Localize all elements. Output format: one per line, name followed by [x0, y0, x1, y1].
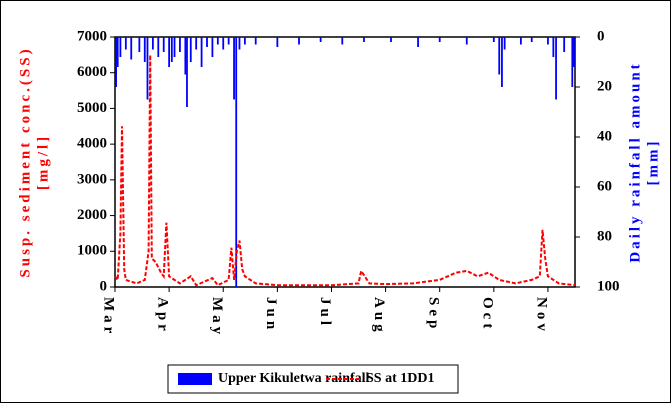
rain-bar	[530, 37, 533, 42]
rain-bar	[501, 37, 503, 87]
rain-bar	[151, 37, 154, 50]
rain-bar	[547, 37, 549, 45]
rain-bar	[492, 37, 495, 42]
x-tick-label: Aug	[371, 297, 387, 336]
x-tick-label: Sep	[425, 297, 441, 332]
rain-bar	[168, 37, 171, 67]
y-axis-unit: [mg/l]	[35, 134, 51, 190]
y-tick-label: 1000	[77, 243, 107, 259]
rain-bar	[341, 37, 344, 45]
rain-bar	[298, 37, 300, 45]
plot-area	[114, 36, 576, 288]
rain-bar	[571, 37, 574, 87]
rain-bar	[116, 37, 119, 67]
rain-bar	[143, 37, 146, 62]
x-tick-label: Oct	[479, 297, 495, 332]
y2-tick-label: 100	[597, 278, 620, 294]
x-tick-label: Jul	[317, 297, 333, 329]
rain-bar	[498, 37, 501, 75]
rain-bar	[211, 37, 214, 57]
y2-tick-label: 60	[597, 178, 612, 194]
x-tick-label: Apr	[155, 297, 171, 335]
ss-line	[114, 54, 576, 287]
rain-bar	[173, 37, 176, 57]
rain-bar	[276, 37, 279, 47]
y2-axis-unit: [mm]	[645, 139, 661, 186]
rain-bar	[170, 37, 173, 62]
rain-bar	[130, 37, 133, 60]
y2-tick-label: 80	[597, 228, 612, 244]
rain-bar	[573, 37, 575, 67]
y2-tick-label: 40	[597, 128, 612, 144]
rain-bar	[243, 37, 246, 45]
y-tick-label: 0	[100, 278, 108, 294]
rain-bar	[157, 37, 160, 57]
y-tick-label: 7000	[77, 28, 107, 44]
rain-bar	[552, 37, 555, 57]
y2-tick-label: 0	[597, 28, 605, 44]
rain-bar	[184, 37, 187, 75]
y-tick-label: 3000	[77, 171, 107, 187]
y-tick-label: 4000	[77, 136, 107, 152]
rain-bar	[195, 37, 198, 50]
rain-bar	[438, 37, 441, 42]
y-tick-label: 2000	[77, 207, 107, 223]
rain-bar	[503, 37, 506, 50]
rain-bar	[216, 37, 219, 45]
rain-bar	[390, 37, 392, 42]
rain-bar	[417, 37, 419, 47]
rain-bar	[465, 37, 468, 45]
rain-bar	[227, 37, 230, 45]
legend	[167, 364, 459, 394]
rain-bar	[555, 37, 557, 100]
y-tick-label: 6000	[77, 64, 107, 80]
y2-tick-label: 20	[597, 78, 612, 94]
rain-bar	[189, 37, 192, 62]
x-tick-label: May	[209, 297, 225, 338]
rain-bar	[200, 37, 203, 67]
rain-bar	[138, 37, 141, 52]
rain-bar	[179, 37, 181, 52]
rain-bar	[319, 37, 322, 42]
rain-bar	[238, 37, 241, 50]
x-tick-label: Mar	[101, 297, 117, 337]
rain-bar	[363, 37, 365, 42]
rain-bar	[146, 37, 149, 100]
rain-bar	[162, 37, 165, 52]
legend-label: Upper Kikuletwa rainfall	[218, 371, 370, 386]
rain-bar	[222, 37, 225, 50]
y-axis-title: Susp. sediment conc.(SS)	[17, 46, 33, 277]
legend-label: SS at 1DD1	[366, 371, 434, 386]
y2-axis-title: Daily rainfall amount	[627, 61, 643, 262]
rain-bar	[115, 37, 117, 87]
x-tick-label: Jun	[263, 297, 279, 333]
rain-bar	[563, 37, 566, 52]
rain-bar	[254, 37, 257, 45]
y-tick-label: 5000	[77, 100, 107, 116]
rain-bar	[124, 37, 127, 50]
rain-bar	[235, 37, 238, 287]
rain-bar	[233, 37, 235, 100]
x-tick-label: Nov	[534, 297, 550, 335]
rain-bar	[186, 37, 188, 107]
rain-bar	[519, 37, 522, 45]
legend-swatch	[178, 373, 212, 385]
rain-bar	[119, 37, 122, 57]
rain-bar	[206, 37, 208, 47]
